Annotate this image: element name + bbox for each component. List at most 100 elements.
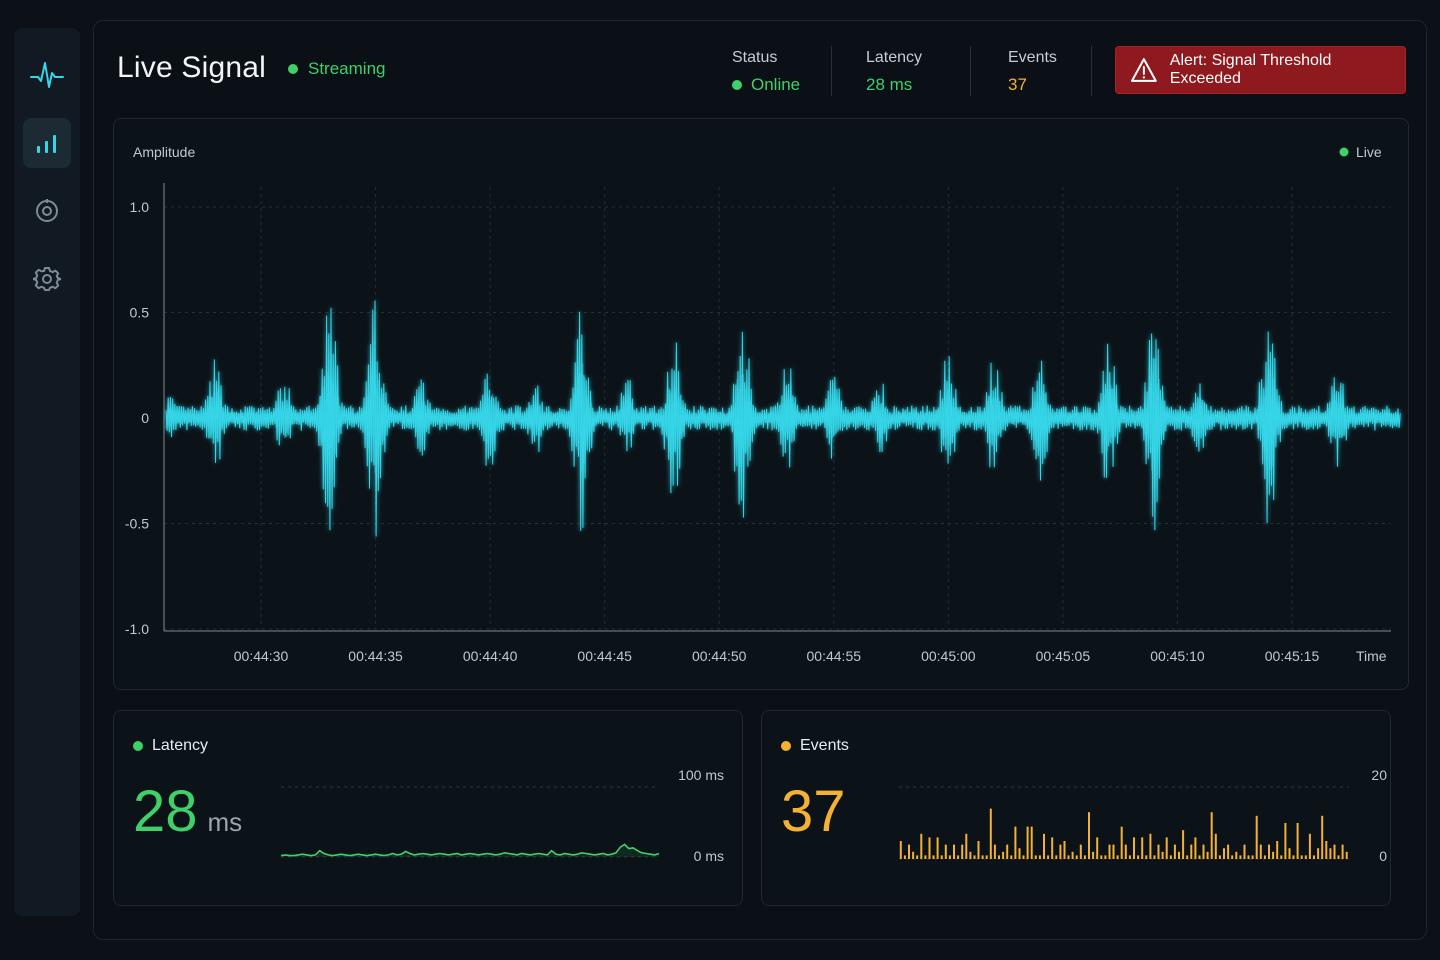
events-bar <box>1182 830 1185 859</box>
y-tick-label: -1.0 <box>125 621 149 637</box>
events-bar <box>989 808 992 859</box>
events-bar <box>1325 841 1328 859</box>
x-tick-label: 00:45:15 <box>1265 648 1320 664</box>
alert-button[interactable]: Alert: Signal Threshold Exceeded <box>1115 46 1406 94</box>
alert-text: Signal Threshold Exceeded <box>1169 52 1332 87</box>
events-bar <box>1251 855 1254 859</box>
events-bar <box>961 844 964 859</box>
events-bar <box>1227 844 1230 859</box>
events-bar <box>1092 851 1095 859</box>
events-bar <box>953 844 955 859</box>
stat-status: Status Online <box>732 49 800 95</box>
events-bar <box>1272 851 1275 859</box>
events-bar <box>1169 855 1172 859</box>
x-tick-label: 00:45:10 <box>1150 648 1205 664</box>
events-bar <box>1337 855 1340 859</box>
x-tick-label: 00:44:35 <box>348 648 403 664</box>
x-tick-label: 00:44:40 <box>463 648 518 664</box>
events-bar <box>1153 855 1156 859</box>
events-bar <box>1292 855 1295 859</box>
events-bar <box>1231 855 1234 859</box>
events-bar <box>1321 815 1324 859</box>
pulse-icon <box>30 62 64 88</box>
sidebar <box>14 28 80 916</box>
events-bar <box>1079 844 1082 859</box>
nav-analytics[interactable] <box>23 118 71 168</box>
events-bar <box>1243 844 1246 859</box>
events-readout: 37 <box>781 783 846 841</box>
events-bar <box>1026 826 1029 859</box>
x-tick-label: 00:44:55 <box>807 648 862 664</box>
events-bar <box>908 844 910 859</box>
events-bar <box>940 855 943 859</box>
header: Live Signal Streaming Status Online Late… <box>94 21 1426 119</box>
signal-series-trace <box>165 358 1401 474</box>
events-bar <box>1075 855 1078 859</box>
nav-pulse[interactable] <box>23 50 71 100</box>
events-panel-title: Events <box>781 737 849 755</box>
events-bar <box>1300 855 1303 859</box>
latency-dot-icon <box>133 741 143 751</box>
nav-target[interactable] <box>23 186 71 236</box>
main-panel: Live Signal Streaming Status Online Late… <box>93 20 1427 940</box>
events-bar <box>1317 848 1320 859</box>
page-title: Live Signal <box>117 51 266 84</box>
latency-value: 28 <box>133 779 198 844</box>
stat-latency-value: 28 ms <box>866 75 913 94</box>
events-bar <box>1190 844 1193 859</box>
events-bar <box>1288 848 1291 859</box>
events-bar <box>1165 837 1168 859</box>
events-bar <box>1010 855 1013 859</box>
streaming-dot-icon <box>288 64 298 74</box>
events-bar <box>1161 851 1164 859</box>
latency-title: Latency <box>152 737 209 754</box>
stat-status-label: Status <box>732 49 778 66</box>
events-bar <box>936 837 939 859</box>
events-y-max-label: 20 <box>1371 767 1387 783</box>
events-bar <box>969 851 972 859</box>
latency-panel-title: Latency <box>133 737 208 755</box>
y-tick-label: 1.0 <box>130 199 150 215</box>
events-bar <box>1149 833 1152 859</box>
events-bar <box>903 855 906 859</box>
events-bar <box>948 855 951 859</box>
events-bar <box>924 855 927 859</box>
events-bar <box>1259 844 1262 859</box>
events-bar <box>1128 855 1131 859</box>
signal-chart: Amplitude Live 1.0 0.5 0 -0.5 -1.0 00:44:30 00:4… <box>125 144 1401 664</box>
events-bar <box>1083 855 1086 859</box>
events-bar <box>998 855 1000 859</box>
events-bar <box>1063 841 1066 859</box>
events-bar <box>981 855 984 859</box>
latency-y-max-label: 100 ms <box>678 767 724 783</box>
target-icon <box>36 199 58 222</box>
events-bar <box>1333 844 1336 859</box>
y-axis-label: Amplitude <box>133 144 195 160</box>
divider <box>970 46 971 96</box>
stat-events-label: Events <box>1008 49 1057 66</box>
nav-settings[interactable] <box>23 254 71 304</box>
events-bar <box>1116 855 1119 859</box>
events-bar <box>1051 837 1054 859</box>
latency-unit: ms <box>207 807 243 837</box>
events-bar <box>1006 844 1009 859</box>
events-bar <box>1313 855 1315 859</box>
events-bar <box>1067 855 1070 859</box>
events-y-min-label: 0 <box>1379 848 1387 864</box>
latency-panel: Latency 28 ms 100 ms 0 ms <box>113 710 743 906</box>
events-bar <box>916 855 919 859</box>
events-bar <box>1055 855 1058 859</box>
events-bar <box>1043 833 1045 859</box>
events-bar <box>1100 855 1103 859</box>
events-bar <box>1112 844 1115 859</box>
events-bar <box>1280 855 1283 859</box>
alert-prefix: Alert: <box>1169 52 1208 69</box>
stat-latency: Latency 28 ms <box>866 49 922 95</box>
events-bar <box>965 833 968 859</box>
events-bar <box>1198 855 1201 859</box>
events-bar <box>973 855 976 859</box>
events-bar <box>993 844 996 859</box>
events-bar <box>1047 855 1050 859</box>
events-bar <box>985 855 988 859</box>
events-bar <box>1239 855 1242 859</box>
